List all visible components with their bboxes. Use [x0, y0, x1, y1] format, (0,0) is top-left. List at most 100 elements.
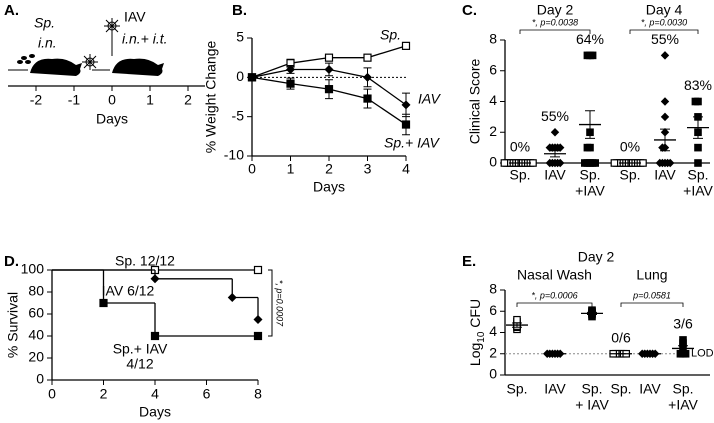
- annotation: 55%: [541, 108, 569, 124]
- y-tick-label: 8: [489, 31, 497, 47]
- error-bar: [693, 116, 703, 139]
- marker: [666, 158, 675, 168]
- marker: [324, 53, 334, 62]
- x-tick-label: Sp.: [672, 381, 693, 397]
- tick-label: 2: [184, 92, 192, 108]
- x-tick-label: Sp.: [610, 381, 631, 397]
- y-axis-label: Clinical Score: [467, 58, 483, 144]
- x-tick-label: IAV: [654, 167, 676, 183]
- significance-bracket: [516, 302, 593, 307]
- y-axis-label-part: Log: [467, 343, 483, 366]
- marker: [324, 85, 334, 94]
- marker: [253, 315, 263, 324]
- marker: [513, 315, 521, 324]
- marker: [247, 73, 257, 82]
- y-tick-label: 8: [489, 281, 497, 297]
- x-axis-label: Days: [313, 179, 345, 195]
- error-bar: [660, 128, 670, 152]
- significance-label: *, p=0.0030: [641, 17, 687, 27]
- error-bar: [550, 150, 560, 158]
- annotation: 3/6: [673, 316, 693, 332]
- x-tick-label: +IAV: [668, 397, 698, 413]
- marker: [679, 336, 687, 344]
- agent-name: Sp.: [34, 15, 55, 31]
- y-axis-label: Log10 CFU: [467, 299, 487, 366]
- marker: [660, 51, 670, 60]
- x-tick-label: 4: [402, 161, 410, 177]
- x-tick-label: 0: [48, 386, 56, 402]
- y-tick-label: 2: [489, 344, 497, 360]
- marker: [253, 331, 263, 341]
- y-tick-label: 6: [489, 61, 497, 77]
- x-tick-label: 2: [325, 161, 333, 177]
- marker: [660, 97, 670, 106]
- marker: [253, 265, 263, 275]
- x-tick-label: Sp.: [506, 381, 527, 397]
- panel-label: A.: [4, 2, 19, 19]
- mouse-icon: [30, 58, 82, 76]
- x-tick-label: Sp.: [687, 167, 708, 183]
- series-label: Sp.: [380, 27, 401, 43]
- y-tick-label: 2: [489, 123, 497, 139]
- marker: [363, 53, 372, 62]
- y-tick-label: 0: [36, 371, 44, 387]
- x-tick-label: 3: [364, 161, 372, 177]
- marker: [691, 97, 700, 106]
- group-title: Day 4: [646, 2, 683, 18]
- x-tick-label: + IAV: [575, 397, 609, 413]
- marker: [401, 120, 411, 129]
- chart-title: Day 2: [578, 249, 615, 265]
- x-tick-label: Sp.: [619, 167, 640, 183]
- y-axis-label-part: 10: [476, 331, 487, 343]
- marker: [545, 143, 554, 152]
- y-tick-label: 6: [489, 302, 497, 318]
- marker: [150, 274, 160, 284]
- x-tick-label: IAV: [544, 381, 566, 397]
- y-axis-label-part: CFU: [467, 299, 483, 332]
- marker: [556, 158, 565, 168]
- x-tick-label: 8: [254, 386, 262, 402]
- significance-bracket: [629, 29, 699, 34]
- group-title: Day 2: [537, 2, 574, 18]
- x-tick-label: Sp.: [581, 381, 602, 397]
- annotation: 55%: [651, 31, 679, 47]
- marker: [694, 159, 702, 167]
- panel-label: E.: [462, 253, 476, 270]
- marker: [694, 143, 702, 152]
- marker: [591, 159, 600, 167]
- marker: [658, 143, 667, 152]
- marker: [286, 64, 295, 74]
- y-tick-label: 40: [28, 327, 44, 343]
- y-tick-label: -10: [224, 147, 244, 163]
- marker: [363, 94, 372, 103]
- significance-label: *, p=0.0007: [275, 280, 285, 327]
- x-tick-label: 1: [287, 161, 295, 177]
- x-tick-label: +IAV: [575, 183, 605, 199]
- annotation: 83%: [684, 77, 712, 93]
- marker: [363, 72, 372, 82]
- series-label: Sp.+ IAV: [384, 135, 441, 151]
- panel-a: A. Sp. i.n. IAV i.n.+ i.t. Days: [4, 2, 205, 127]
- marker: [655, 158, 664, 168]
- series-label: Sp. 12/12: [115, 253, 175, 269]
- x-tick-label: 6: [203, 386, 211, 402]
- marker: [660, 112, 670, 122]
- y-tick-label: 4: [489, 323, 497, 339]
- y-tick-label: 0: [489, 366, 497, 382]
- group-title: Nasal Wash: [517, 267, 592, 283]
- tick-label: -2: [30, 92, 43, 108]
- y-tick-label: -5: [232, 107, 245, 123]
- marker: [324, 64, 334, 74]
- series-label: Sp.+ IAV: [113, 341, 168, 357]
- x-tick-label: IAV: [544, 167, 566, 183]
- marker: [583, 143, 592, 152]
- marker: [286, 79, 295, 88]
- series-label: IAV: [418, 91, 441, 107]
- marker: [588, 51, 597, 60]
- significance-bracket: [268, 269, 273, 337]
- panel-label: C.: [462, 2, 477, 19]
- panel-label: D.: [4, 253, 19, 270]
- y-tick-label: 20: [28, 349, 44, 365]
- marker: [545, 158, 554, 168]
